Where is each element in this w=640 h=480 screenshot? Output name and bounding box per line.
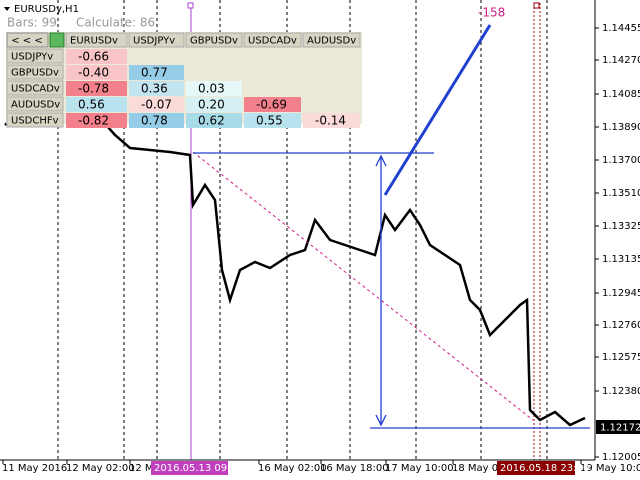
column-header-label[interactable]: USDJPYv bbox=[133, 36, 175, 47]
correlation-value: 0.20 bbox=[198, 98, 225, 112]
price-label: 1.12945 bbox=[602, 288, 640, 299]
correlation-cell bbox=[129, 81, 184, 96]
time-label: 16 May 18:00 bbox=[320, 463, 389, 474]
current-price: 1.12172 bbox=[600, 423, 640, 434]
price-label: 1.12760 bbox=[602, 320, 640, 331]
correlation-value: -0.69 bbox=[256, 98, 287, 112]
correlation-value: 0.77 bbox=[141, 66, 168, 80]
menu-arrow[interactable] bbox=[4, 7, 10, 11]
column-header[interactable] bbox=[128, 32, 185, 48]
correlation-cell bbox=[66, 49, 127, 64]
correlation-matrix: < < < EURUSDv USDJPYv GBPUSDv USDCADv AUDUSDv… bbox=[6, 32, 362, 128]
correlation-cell bbox=[244, 97, 301, 112]
correlation-value: -0.82 bbox=[78, 114, 109, 128]
correlation-value: -0.40 bbox=[78, 66, 109, 80]
row-header-label[interactable]: AUDUSDv bbox=[11, 100, 60, 111]
column-header-label[interactable]: EURUSDv bbox=[70, 36, 118, 47]
current-price-box bbox=[596, 420, 640, 434]
time-label: 16 May 02:00 bbox=[258, 463, 327, 474]
column-header[interactable] bbox=[302, 32, 361, 48]
column-header[interactable] bbox=[65, 32, 128, 48]
time-label: 12 May 02:00 bbox=[66, 463, 135, 474]
price-label: 1.12380 bbox=[602, 386, 640, 397]
correlation-value: 0.36 bbox=[141, 82, 168, 96]
correlation-value: -0.14 bbox=[315, 114, 346, 128]
correlation-cell bbox=[303, 113, 360, 128]
time-label: 19 May 10:00 bbox=[580, 463, 640, 474]
price-label: 1.13510 bbox=[602, 188, 640, 199]
grid bbox=[57, 0, 548, 460]
column-header[interactable] bbox=[243, 32, 302, 48]
correlation-cell bbox=[129, 65, 184, 80]
price-series bbox=[4, 103, 586, 427]
price-label: 1.13890 bbox=[602, 122, 640, 133]
correlation-cell bbox=[186, 81, 242, 96]
bars-info: Bars: 99 bbox=[7, 16, 57, 30]
correlation-cell bbox=[66, 65, 127, 80]
time-marker-box bbox=[151, 461, 228, 475]
time-marker-box bbox=[497, 461, 575, 475]
annotation: -158 bbox=[478, 6, 505, 20]
correlation-value: -0.07 bbox=[141, 98, 172, 112]
marker-handle bbox=[187, 2, 194, 9]
correlation-value: 0.56 bbox=[78, 98, 105, 112]
trend-line bbox=[192, 151, 534, 421]
price-label: 1.14085 bbox=[602, 89, 640, 100]
correlation-value: 0.55 bbox=[256, 114, 283, 128]
correlation-value: -0.66 bbox=[78, 50, 109, 64]
time-marker: 2016.05.13 09:00 bbox=[154, 463, 243, 474]
row-header[interactable] bbox=[6, 48, 64, 64]
row-header-label[interactable]: USDJPYv bbox=[11, 52, 53, 63]
price-label: 1.13135 bbox=[602, 254, 640, 265]
row-header[interactable] bbox=[6, 112, 64, 128]
correlation-value: 0.78 bbox=[141, 114, 168, 128]
marker-handle bbox=[533, 2, 540, 9]
row-header-label[interactable]: USDCHFv bbox=[11, 116, 59, 127]
row-header-label[interactable]: USDCADv bbox=[11, 84, 60, 95]
price-label: 1.12005 bbox=[602, 452, 640, 463]
time-label: 11 May 2016 bbox=[2, 463, 67, 474]
time-label: 12 M bbox=[129, 463, 154, 474]
time-label: 17 May 10:00 bbox=[385, 463, 454, 474]
row-header[interactable] bbox=[6, 80, 64, 96]
time-marker: 2016.05.18 23:00 bbox=[500, 463, 589, 474]
trend-ray bbox=[383, 24, 492, 196]
price-label: 1.13325 bbox=[602, 221, 640, 232]
lock-button[interactable] bbox=[49, 32, 65, 48]
correlation-cell bbox=[66, 81, 127, 96]
column-header-label[interactable]: GBPUSDv bbox=[190, 36, 238, 47]
calc-info: Calculate: 86 bbox=[76, 16, 155, 30]
row-header[interactable] bbox=[6, 64, 64, 80]
column-header-label[interactable]: USDCADv bbox=[248, 36, 297, 47]
correlation-value: -0.78 bbox=[78, 82, 109, 96]
correlation-cell bbox=[66, 97, 127, 112]
collapse-button-label[interactable]: < < < bbox=[11, 36, 43, 47]
correlation-cell bbox=[244, 113, 301, 128]
correlation-cell bbox=[66, 113, 127, 128]
price-label: 1.12575 bbox=[602, 352, 640, 363]
symbol-title: EURUSDy,H1 bbox=[14, 4, 79, 15]
correlation-cell bbox=[186, 113, 242, 128]
correlation-cell bbox=[186, 97, 242, 112]
collapse-button[interactable] bbox=[6, 32, 49, 48]
price-label: 1.14455 bbox=[602, 23, 640, 34]
price-label: 1.13700 bbox=[602, 155, 640, 166]
correlation-cell bbox=[129, 113, 184, 128]
correlation-cell bbox=[129, 97, 184, 112]
row-header-label[interactable]: GBPUSDv bbox=[11, 68, 59, 79]
arrow-heads bbox=[375, 154, 387, 427]
column-header-label[interactable]: AUDUSDv bbox=[307, 36, 356, 47]
column-header[interactable] bbox=[185, 32, 243, 48]
time-label: 18 May 02 bbox=[452, 463, 504, 474]
correlation-value: 0.62 bbox=[198, 114, 225, 128]
price-label: 1.14270 bbox=[602, 55, 640, 66]
row-header[interactable] bbox=[6, 96, 64, 112]
correlation-value: 0.03 bbox=[198, 82, 225, 96]
